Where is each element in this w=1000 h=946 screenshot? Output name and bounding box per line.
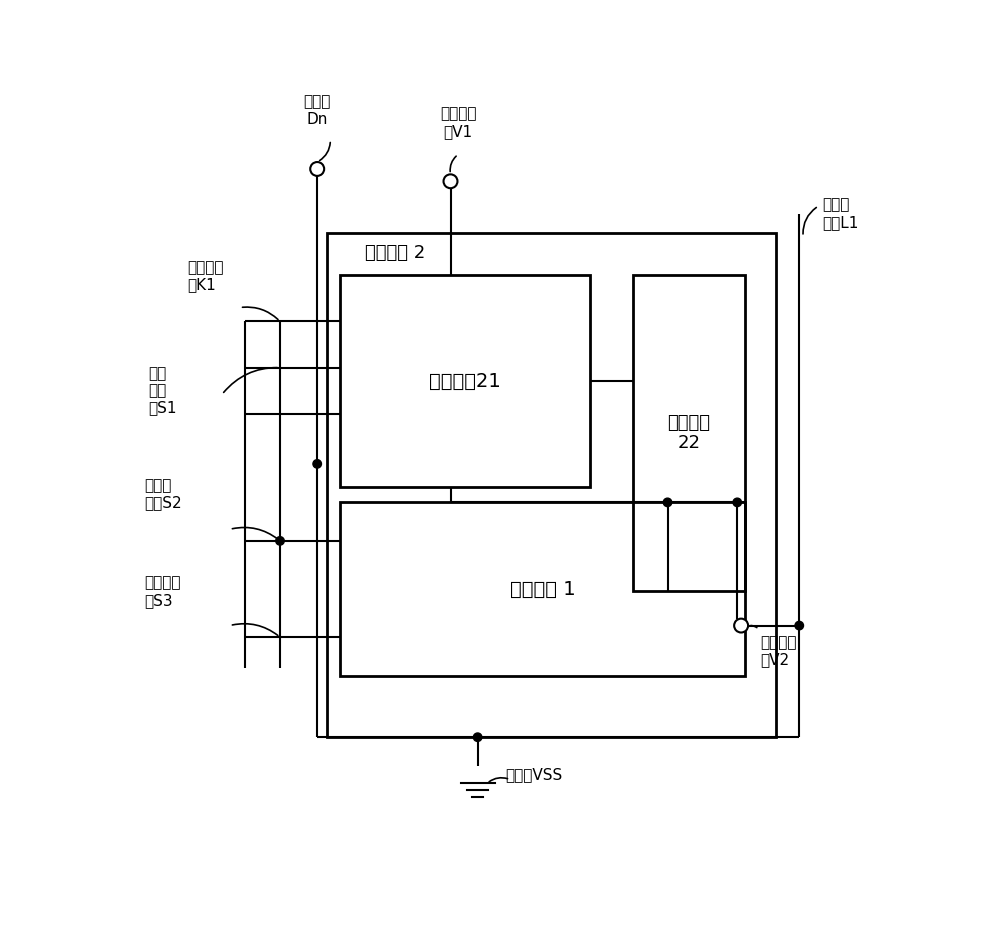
Text: 显示模块
22: 显示模块 22 <box>667 413 710 452</box>
Text: 接地端VSS: 接地端VSS <box>505 766 562 781</box>
Circle shape <box>663 499 672 507</box>
Circle shape <box>310 162 324 176</box>
Text: 显示单元 2: 显示单元 2 <box>365 244 426 262</box>
Circle shape <box>276 536 284 545</box>
Text: 信号控制
线K1: 信号控制 线K1 <box>187 260 224 292</box>
Text: 第一电平
端V1: 第一电平 端V1 <box>440 107 477 139</box>
Circle shape <box>795 622 804 630</box>
Bar <box>340 502 745 675</box>
Circle shape <box>473 733 482 742</box>
Text: 第二扫
描线S2: 第二扫 描线S2 <box>144 478 182 510</box>
Text: 驱动模块21: 驱动模块21 <box>429 372 501 391</box>
Circle shape <box>733 499 742 507</box>
Circle shape <box>444 174 457 188</box>
Circle shape <box>313 460 321 468</box>
Text: 信号采
集线L1: 信号采 集线L1 <box>822 198 859 230</box>
Bar <box>340 275 590 487</box>
Text: 第三扫描
线S3: 第三扫描 线S3 <box>144 575 181 608</box>
Text: 第二电平
端V2: 第二电平 端V2 <box>761 635 797 667</box>
Text: 数据线
Dn: 数据线 Dn <box>304 95 331 127</box>
Bar <box>633 275 745 591</box>
Text: 触控单元 1: 触控单元 1 <box>510 580 576 599</box>
Text: 第一
扫描
线S1: 第一 扫描 线S1 <box>148 366 177 415</box>
Bar <box>326 233 776 737</box>
Circle shape <box>734 619 748 633</box>
